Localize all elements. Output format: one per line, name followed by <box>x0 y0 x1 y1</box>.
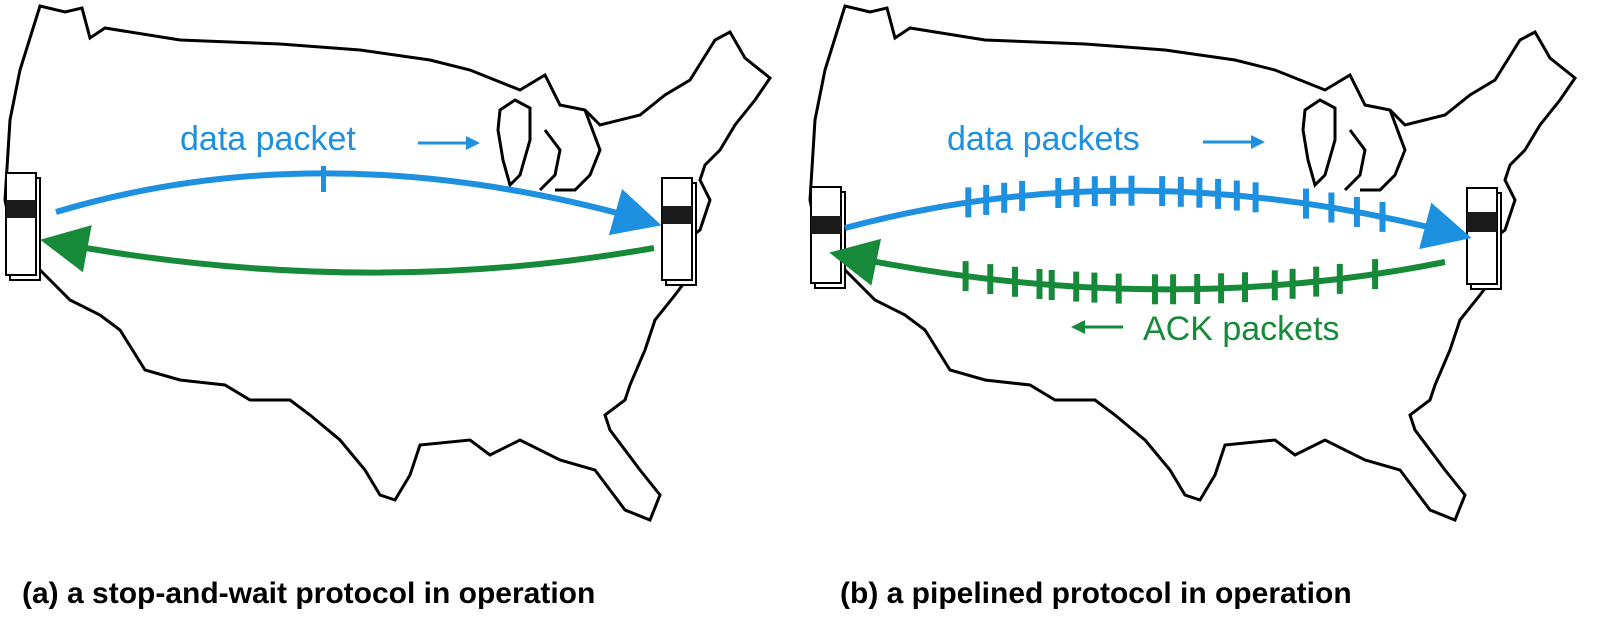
data-packet <box>1303 188 1309 219</box>
panel-b: data packets ACK packets (b) a pipelined… <box>808 4 1578 610</box>
right-arrow-icon <box>1203 135 1265 149</box>
data-packet <box>1073 177 1080 207</box>
west-host <box>5 172 41 281</box>
data-packet <box>1252 182 1259 213</box>
data-packets-group <box>965 175 1438 244</box>
ack-packet <box>1012 266 1018 297</box>
michigan-peninsula <box>1301 98 1337 188</box>
data-arrow <box>55 170 662 236</box>
data-packet <box>1353 197 1360 227</box>
data-packet <box>1128 175 1135 206</box>
ack-packet <box>1271 270 1278 301</box>
caption-a: (a) a stop-and-wait protocol in operatio… <box>22 577 595 610</box>
ack-packet <box>1313 266 1320 297</box>
data-packet <box>1091 176 1098 207</box>
east-host <box>1466 187 1502 290</box>
data-packet <box>321 166 326 192</box>
ack-packet <box>1048 270 1055 300</box>
ack-arrow <box>829 238 1446 293</box>
data-packet <box>1177 176 1184 207</box>
ack-packet <box>1073 271 1080 302</box>
ack-packet <box>1170 274 1177 305</box>
data-packet <box>1379 201 1386 232</box>
data-packets-label: data packets <box>947 120 1140 158</box>
ack-packet <box>962 261 969 292</box>
east-host <box>661 177 697 286</box>
ack-packet <box>987 264 994 295</box>
michigan-peninsula <box>496 98 532 188</box>
data-packet <box>1001 182 1008 213</box>
ack-packet <box>1242 272 1248 303</box>
ack-packet <box>1152 274 1158 305</box>
west-host <box>810 186 846 289</box>
great-lakes-line <box>538 109 602 192</box>
ack-packet <box>1115 273 1122 304</box>
data-packet <box>1431 213 1438 244</box>
ack-packets-group <box>962 259 1379 305</box>
ack-packet <box>1336 263 1343 294</box>
data-packet <box>1328 192 1335 223</box>
data-packet <box>1196 177 1203 208</box>
ack-arrow <box>40 225 655 276</box>
data-packet <box>1233 180 1240 211</box>
data-packet <box>965 187 972 218</box>
us-map-outline <box>808 4 1578 522</box>
ack-packet <box>1218 273 1225 304</box>
ack-packet <box>1289 268 1296 299</box>
ack-packet <box>1036 269 1043 299</box>
data-packet-label: data packet <box>180 120 356 158</box>
data-packet <box>983 184 990 215</box>
great-lakes-line <box>1343 109 1407 192</box>
caption-b: (b) a pipelined protocol in operation <box>840 577 1352 610</box>
data-packet <box>1055 178 1062 208</box>
data-packet <box>1110 175 1117 206</box>
panel-a: data packet (a) a stop-and-wait protocol… <box>3 4 773 610</box>
left-arrow-icon <box>1071 320 1123 334</box>
data-arrow <box>844 187 1472 250</box>
ack-packet <box>1091 272 1098 303</box>
ack-packet <box>1372 259 1379 290</box>
us-map-outline <box>3 4 773 522</box>
ack-packet <box>1194 274 1201 304</box>
data-packet <box>1159 176 1166 207</box>
ack-packets-label: ACK packets <box>1143 310 1340 348</box>
data-packet <box>1215 178 1222 209</box>
data-packet <box>1019 180 1026 211</box>
right-arrow-icon <box>418 136 480 150</box>
